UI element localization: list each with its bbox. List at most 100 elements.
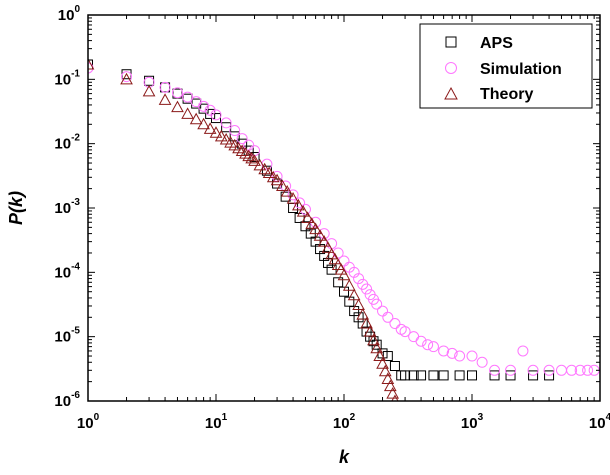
- legend-label-aps: APS: [480, 35, 513, 52]
- point-simulation: [198, 100, 210, 112]
- point-simulation: [574, 364, 586, 376]
- point-simulation: [446, 347, 458, 359]
- legend-marker-square: [445, 36, 457, 48]
- point-aps: [505, 370, 516, 381]
- point-theory: [347, 288, 361, 301]
- point-aps: [389, 360, 400, 371]
- point-theory: [376, 357, 389, 369]
- point-aps: [288, 203, 299, 213]
- point-theory: [373, 349, 387, 362]
- point-theory: [242, 149, 256, 162]
- point-simulation: [399, 326, 411, 338]
- point-aps: [396, 370, 407, 381]
- x-tick-label: 100: [77, 412, 100, 432]
- point-theory: [396, 418, 407, 428]
- point-aps: [280, 191, 291, 202]
- point-simulation: [582, 364, 594, 376]
- series-aps: [88, 59, 555, 381]
- point-theory: [88, 57, 95, 70]
- point-aps: [528, 370, 539, 381]
- point-aps: [339, 286, 349, 297]
- point-theory: [248, 154, 261, 166]
- point-aps: [333, 277, 344, 288]
- point-simulation: [454, 350, 466, 362]
- point-aps: [300, 221, 311, 232]
- point-theory: [189, 112, 203, 125]
- legend-label-theory: Theory: [480, 86, 533, 103]
- point-theory: [258, 162, 272, 175]
- point-simulation: [229, 125, 241, 137]
- point-theory: [197, 117, 210, 130]
- point-simulation: [427, 341, 439, 353]
- point-simulation: [422, 339, 434, 351]
- point-simulation: [159, 81, 171, 93]
- x-tick-label: 104: [589, 412, 610, 432]
- y-axis-title: P(k): [6, 191, 26, 225]
- point-theory: [360, 316, 373, 329]
- point-theory: [328, 252, 342, 265]
- tick-labels-layer: 100 101 102 103 104 100 10-1 10-2 10-3 10-4 10-5 10…: [54, 4, 610, 432]
- point-theory: [370, 341, 384, 354]
- y-tick-label: 100: [58, 4, 81, 24]
- point-simulation: [236, 133, 248, 145]
- point-theory: [309, 222, 322, 235]
- point-aps: [454, 370, 465, 381]
- x-axis-title: k: [339, 447, 350, 467]
- point-aps: [319, 250, 330, 261]
- point-theory: [286, 192, 300, 204]
- point-theory: [321, 241, 335, 253]
- point-theory: [407, 466, 418, 470]
- point-theory: [405, 457, 416, 467]
- point-theory: [356, 308, 370, 320]
- point-theory: [262, 166, 276, 178]
- point-simulation: [353, 273, 365, 285]
- point-theory: [270, 173, 284, 186]
- point-theory: [403, 449, 414, 459]
- point-theory: [400, 432, 411, 442]
- point-aps: [211, 113, 221, 124]
- point-theory: [276, 179, 289, 191]
- point-theory: [142, 84, 156, 97]
- y-tick-label: 10-4: [54, 261, 80, 281]
- point-theory: [181, 107, 194, 119]
- point-aps: [489, 370, 500, 381]
- point-simulation: [190, 96, 202, 108]
- y-tick-label: 10-5: [54, 326, 80, 346]
- legend-marker-circle: [445, 62, 457, 74]
- point-theory: [398, 425, 409, 435]
- y-tick-label: 10-3: [54, 197, 80, 217]
- point-simulation: [377, 305, 389, 317]
- point-aps: [400, 370, 411, 381]
- legend-label-simulation: Simulation: [480, 61, 562, 78]
- y-tick-label: 10-1: [54, 68, 80, 88]
- point-simulation: [332, 247, 344, 259]
- point-theory: [203, 122, 217, 134]
- legend-box: [419, 23, 593, 109]
- point-theory: [394, 410, 405, 420]
- legend-item-aps: APS: [445, 35, 513, 52]
- point-theory: [305, 217, 319, 229]
- point-theory: [313, 229, 327, 241]
- point-simulation: [476, 356, 488, 368]
- point-simulation: [171, 87, 183, 99]
- point-simulation: [220, 117, 232, 129]
- legend-marker-triangle: [444, 86, 458, 100]
- x-tick-label: 103: [461, 412, 484, 432]
- point-theory: [120, 72, 133, 85]
- y-tick-label: 10-6: [54, 390, 80, 410]
- point-theory: [219, 132, 233, 145]
- y-tick-label: 10-2: [54, 133, 80, 153]
- point-simulation: [371, 298, 383, 310]
- legend-item-theory: Theory: [444, 86, 533, 103]
- series-layer: [88, 57, 600, 470]
- point-aps: [382, 351, 393, 362]
- point-aps: [416, 370, 427, 381]
- point-theory: [383, 379, 397, 392]
- point-simulation: [489, 364, 501, 376]
- point-theory: [367, 333, 380, 346]
- point-simulation: [210, 109, 222, 121]
- legend: APS Simulation Theory: [419, 23, 593, 109]
- ticks-layer: [87, 14, 601, 402]
